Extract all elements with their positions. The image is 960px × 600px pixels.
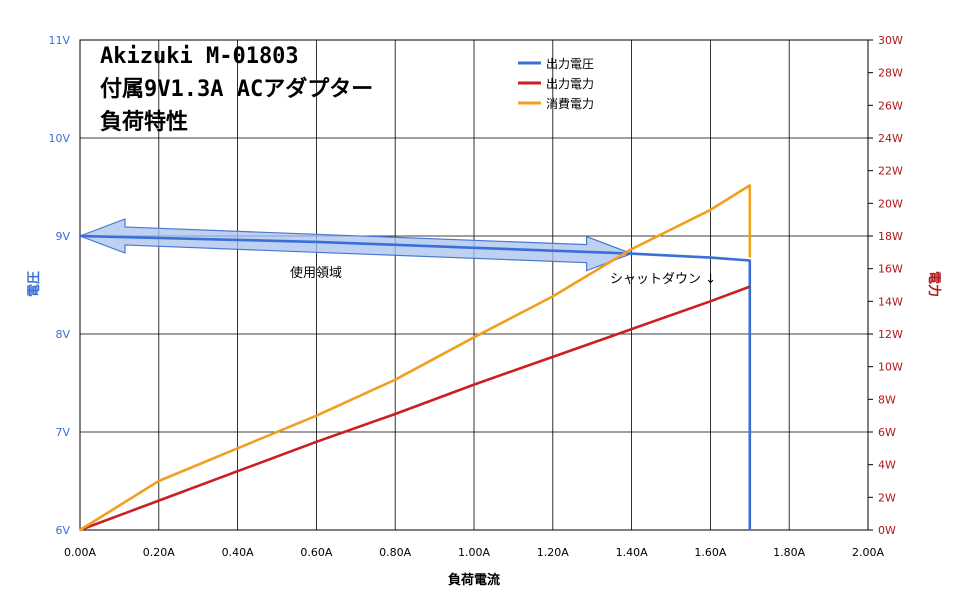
series-lines [79, 184, 752, 532]
usage-region-label: 使用領域 [290, 265, 342, 281]
legend-label-output-power: 出力電力 [546, 77, 594, 91]
x-tick-label: 1.40A [616, 546, 648, 559]
chart-title-line-3: 負荷特性 [100, 109, 188, 135]
x-axis-title: 負荷電流 [448, 572, 500, 588]
y-right-tick-label: 26W [878, 99, 903, 112]
plot-frame [79, 39, 869, 531]
chart-title-line-2: 付属9V1.3A ACアダプター [100, 76, 373, 102]
x-tick-label: 1.20A [537, 546, 569, 559]
x-tick-label: 0.40A [222, 546, 254, 559]
chart-title-line-1: Akizuki M-01803 [100, 44, 299, 69]
y-left-tick-label: 9V [55, 230, 70, 243]
y-right-tick-label: 6W [878, 426, 896, 439]
y-left-axis-ticks: 6V 7V 8V 9V 10V 11V [48, 34, 70, 537]
shutdown-label: シャットダウン ↓ [610, 272, 716, 287]
y-right-tick-label: 10W [878, 361, 903, 374]
x-axis-ticks: 0.00A 0.20A 0.40A 0.60A 0.80A 1.00A 1.20A 1.40A… [64, 546, 884, 559]
y-right-tick-label: 28W [878, 67, 903, 80]
y-right-axis-title: 電力 [926, 271, 942, 297]
y-left-tick-label: 6V [55, 524, 70, 537]
series-output-power [79, 285, 751, 532]
x-tick-label: 0.00A [64, 546, 96, 559]
y-right-tick-label: 8W [878, 393, 896, 406]
x-tick-label: 1.00A [458, 546, 490, 559]
x-tick-label: 1.80A [773, 546, 805, 559]
series-consumed-power [79, 184, 752, 532]
legend-label-voltage: 出力電圧 [546, 57, 594, 71]
y-right-tick-label: 24W [878, 132, 903, 145]
x-tick-label: 0.60A [300, 546, 332, 559]
y-left-tick-label: 10V [48, 132, 70, 145]
y-right-tick-label: 16W [878, 263, 903, 276]
x-tick-label: 2.00A [852, 546, 884, 559]
y-right-tick-label: 4W [878, 459, 896, 472]
x-tick-label: 0.20A [143, 546, 175, 559]
y-right-tick-label: 14W [878, 295, 903, 308]
y-right-tick-label: 22W [878, 165, 903, 178]
y-right-tick-label: 2W [878, 491, 896, 504]
legend: 出力電圧 出力電力 消費電力 [518, 57, 594, 111]
series-output-voltage [79, 234, 752, 530]
y-left-tick-label: 7V [55, 426, 70, 439]
y-right-axis-ticks: 0W 2W 4W 6W 8W 10W 12W 14W 16W 18W 20W 22W 24W 26W 28W… [868, 34, 903, 537]
y-left-axis-title: 電圧 [27, 271, 42, 297]
y-right-tick-label: 12W [878, 328, 903, 341]
y-right-tick-label: 20W [878, 197, 903, 210]
y-right-tick-label: 30W [878, 34, 903, 47]
y-right-tick-label: 0W [878, 524, 896, 537]
y-right-tick-label: 18W [878, 230, 903, 243]
x-tick-label: 1.60A [694, 546, 726, 559]
y-left-tick-label: 11V [48, 34, 70, 47]
y-left-tick-label: 8V [55, 328, 70, 341]
x-tick-label: 0.80A [379, 546, 411, 559]
legend-label-consumed-power: 消費電力 [546, 96, 594, 111]
